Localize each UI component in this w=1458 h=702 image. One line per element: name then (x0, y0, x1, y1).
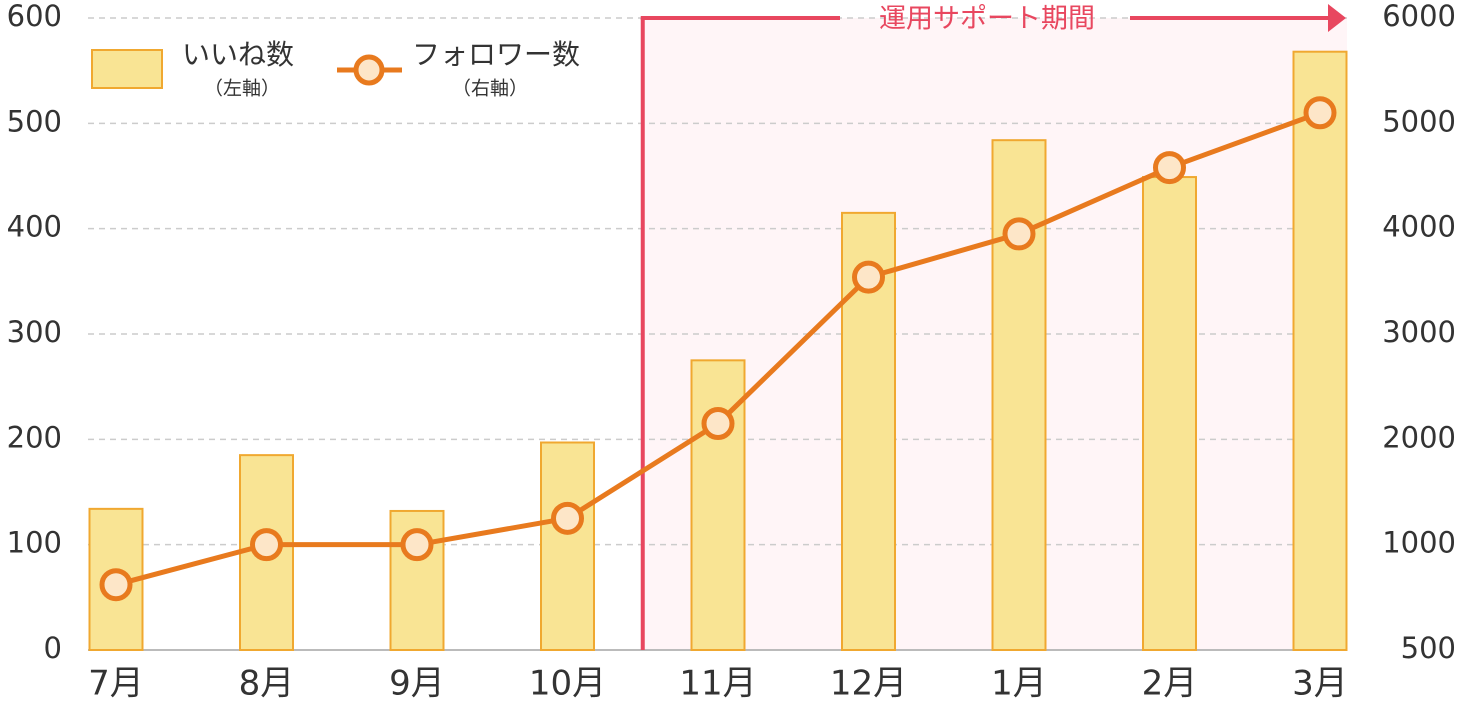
y-tick-label: 600 (7, 0, 62, 33)
marker (250, 528, 283, 562)
x-tick-label: 8月 (239, 664, 295, 702)
y-tick-label: 300 (7, 315, 62, 349)
bar (1142, 176, 1197, 651)
x-tick-label: 2月 (1142, 664, 1198, 702)
x-tick-label: 3月 (1292, 664, 1348, 702)
marker (1002, 217, 1036, 251)
marker (701, 407, 735, 441)
y2-tick-label: 3000 (1382, 315, 1456, 349)
legend-label: フォロワー数 (412, 38, 580, 71)
y2-tick-label: 500 (1401, 631, 1456, 665)
legend-label: いいね数 (182, 38, 294, 71)
y2-tick-label: 2000 (1382, 420, 1456, 454)
annotation-arrow (1328, 4, 1346, 32)
x-tick-label: 1月 (991, 664, 1047, 702)
x-tick-label: 9月 (389, 664, 445, 702)
y-tick-label: 400 (7, 210, 62, 244)
y-tick-label: 100 (7, 526, 62, 560)
y-tick-label: 0 (44, 631, 62, 665)
x-tick-label: 10月 (529, 664, 606, 702)
bar (991, 139, 1047, 651)
legend-note: （右軸） (452, 78, 528, 100)
marker (852, 260, 885, 294)
x-tick-label: 11月 (679, 664, 756, 702)
marker (400, 528, 434, 562)
legend-marker (353, 54, 385, 86)
x-tick-label: 7月 (88, 664, 144, 702)
marker (99, 568, 133, 602)
bar (1292, 50, 1348, 651)
y-tick-label: 500 (7, 104, 62, 138)
x-tick-label: 12月 (830, 664, 907, 702)
marker (551, 501, 584, 535)
legend-note: （左軸） (204, 78, 280, 100)
y2-tick-label: 4000 (1382, 210, 1456, 244)
annotation-text: 運用サポート期間 (879, 4, 1095, 35)
y-tick-label: 200 (7, 420, 62, 454)
y2-tick-label: 6000 (1382, 0, 1456, 33)
legend-swatch (91, 49, 163, 89)
y2-tick-label: 1000 (1382, 526, 1456, 560)
marker (1153, 151, 1186, 185)
legend: いいね数 （左軸） フォロワー数 （右軸） (91, 38, 580, 100)
y2-tick-label: 5000 (1382, 104, 1456, 138)
marker (1303, 96, 1337, 130)
bar (540, 441, 595, 652)
